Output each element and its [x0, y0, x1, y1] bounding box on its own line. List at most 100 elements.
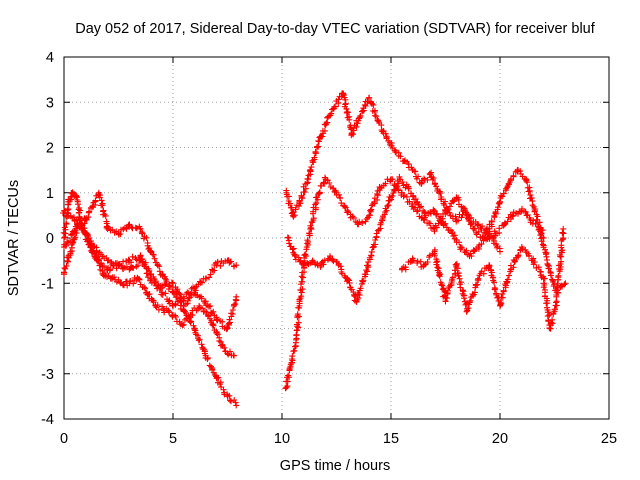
data-point: [95, 257, 102, 264]
data-point: [289, 212, 296, 219]
axis-ticks: 0 5 10 15 20 25 -4 -3 -2 -1 0 1 2 3 4: [41, 50, 617, 447]
data-point: [449, 230, 456, 237]
data-point: [475, 275, 482, 282]
data-point: [414, 198, 421, 205]
data-point: [453, 194, 460, 201]
data-point: [296, 198, 303, 205]
data-point: [296, 302, 303, 309]
data-point: [560, 225, 567, 232]
data-point: [292, 253, 299, 260]
y-tick-label: 4: [46, 50, 54, 66]
data-point: [283, 384, 290, 391]
y-tick-label: 0: [46, 231, 54, 247]
data-point: [89, 203, 96, 210]
data-point: [285, 235, 292, 241]
data-point: [137, 253, 144, 260]
data-point: [344, 275, 351, 282]
data-point: [374, 117, 381, 124]
data-point: [401, 158, 408, 165]
data-point: [527, 216, 534, 223]
data-point: [292, 343, 299, 350]
data-point: [544, 262, 551, 269]
x-tick-label: 25: [601, 431, 617, 447]
data-point: [61, 207, 67, 214]
data-point: [322, 121, 329, 128]
data-point: [152, 302, 159, 309]
data-point: [148, 248, 155, 255]
data-point: [405, 185, 412, 192]
data-point: [307, 225, 314, 232]
data-point: [531, 207, 538, 214]
data-point: [409, 203, 416, 210]
data-point: [392, 149, 399, 156]
data-point: [366, 94, 373, 101]
data-point: [483, 235, 490, 241]
data-point: [497, 302, 503, 309]
data-point: [333, 189, 340, 196]
data-point: [331, 103, 338, 110]
data-point: [440, 221, 447, 228]
data-point: [322, 176, 329, 183]
y-tick-label: -1: [41, 276, 54, 292]
data-point: [126, 221, 133, 228]
data-point: [191, 325, 198, 332]
data-point: [126, 257, 133, 264]
y-tick-label: 1: [46, 186, 54, 202]
data-point: [104, 257, 111, 264]
y-tick-label: 2: [46, 141, 54, 157]
data-point: [231, 352, 238, 359]
data-point: [507, 266, 514, 273]
data-point: [191, 289, 198, 296]
data-point: [497, 198, 503, 205]
data-point: [300, 262, 307, 269]
data-point: [213, 316, 220, 323]
data-point: [326, 253, 333, 260]
data-point: [283, 189, 290, 196]
data-point: [202, 298, 209, 305]
data-points: [60, 90, 569, 409]
data-point: [475, 221, 482, 228]
y-tick-label: -2: [41, 322, 54, 338]
data-point: [420, 262, 427, 269]
data-point: [529, 257, 536, 264]
data-point: [348, 130, 355, 137]
series-track-h: [398, 225, 567, 332]
data-point: [422, 212, 429, 219]
data-point: [104, 266, 111, 273]
data-point: [355, 221, 362, 228]
data-point: [379, 216, 386, 223]
data-point: [170, 280, 176, 287]
data-point: [61, 235, 67, 241]
data-point: [137, 225, 144, 232]
data-point: [488, 221, 495, 228]
data-point: [74, 194, 81, 201]
data-point: [370, 244, 377, 251]
data-point: [466, 253, 473, 260]
data-point: [224, 393, 231, 400]
series-track-f: [283, 90, 547, 241]
data-point: [431, 248, 438, 255]
data-point: [409, 167, 416, 174]
data-point: [213, 375, 220, 382]
series-track-g: [284, 173, 569, 305]
data-point: [100, 271, 107, 278]
data-point: [318, 262, 325, 269]
data-point: [222, 348, 229, 355]
data-point: [204, 311, 211, 318]
data-point: [196, 302, 203, 309]
data-point: [353, 298, 360, 305]
data-point: [213, 330, 220, 337]
data-point: [126, 280, 133, 287]
data-point: [462, 207, 469, 214]
data-point: [69, 189, 76, 196]
data-point: [514, 167, 521, 174]
data-point: [233, 262, 240, 269]
data-point: [383, 135, 390, 142]
data-point: [313, 144, 320, 151]
x-tick-label: 20: [492, 431, 508, 447]
data-point: [135, 275, 142, 282]
data-point: [453, 216, 460, 223]
data-point: [366, 212, 373, 219]
data-point: [202, 275, 209, 282]
data-point: [224, 257, 231, 264]
